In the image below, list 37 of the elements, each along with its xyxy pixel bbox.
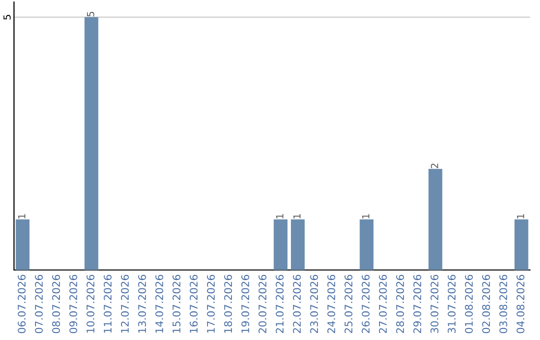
x-tick-label: 21.07.2026 bbox=[276, 274, 284, 334]
x-tick-label: 10.07.2026 bbox=[86, 274, 94, 333]
x-tick-label: 20.07.2026 bbox=[258, 274, 266, 334]
x-tick-label: 30.07.2026 bbox=[430, 274, 438, 334]
x-tick-label: 03.08.2026 bbox=[499, 274, 508, 334]
x-tick-label: 19.07.2026 bbox=[241, 274, 250, 333]
x-tick-label: 14.07.2026 bbox=[155, 274, 164, 333]
x-tick-label: 18.07.2026 bbox=[224, 274, 232, 333]
x-tick-label: 15.07.2026 bbox=[172, 274, 180, 333]
x-tick-label: 09.07.2026 bbox=[69, 274, 78, 334]
x-tick-label: 25.07.2026 bbox=[344, 274, 352, 334]
x-tick-label: 24.07.2026 bbox=[327, 274, 336, 334]
x-tick-label: 07.07.2026 bbox=[34, 274, 43, 334]
x-tick-label: 27.07.2026 bbox=[378, 274, 387, 334]
x-tick-label: 04.08.2026 bbox=[516, 274, 524, 334]
x-tick-label: 13.07.2026 bbox=[138, 274, 146, 333]
x-tick-label: 12.07.2026 bbox=[120, 274, 129, 333]
x-tick-label: 26.07.2026 bbox=[362, 274, 370, 334]
x-tick-label: 11.07.2026 bbox=[104, 274, 112, 333]
x-tick-label: 23.07.2026 bbox=[310, 274, 318, 334]
x-tick-label: 29.07.2026 bbox=[413, 274, 422, 334]
x-tick-label: 01.08.2026 bbox=[464, 274, 473, 334]
x-tick-label: 02.08.2026 bbox=[482, 274, 490, 334]
x-tick-label: 16.07.2026 bbox=[190, 274, 198, 333]
data-label: 1 bbox=[362, 214, 370, 218]
data-label: 1 bbox=[293, 214, 300, 218]
x-tick-label: 08.07.2026 bbox=[52, 274, 60, 334]
x-tick-label: 06.07.2026 bbox=[18, 274, 26, 334]
data-label: 1 bbox=[516, 214, 524, 218]
x-tick-label: 28.07.2026 bbox=[396, 274, 404, 334]
x-tick-label: 22.07.2026 bbox=[292, 274, 301, 334]
x-tick-label: 31.07.2026 bbox=[448, 274, 456, 334]
x-tick-label: 17.07.2026 bbox=[206, 274, 215, 333]
data-label: 2 bbox=[430, 164, 438, 168]
data-label: 1 bbox=[276, 214, 284, 218]
data-label: 1 bbox=[18, 214, 26, 218]
data-label: 5 bbox=[86, 12, 94, 16]
